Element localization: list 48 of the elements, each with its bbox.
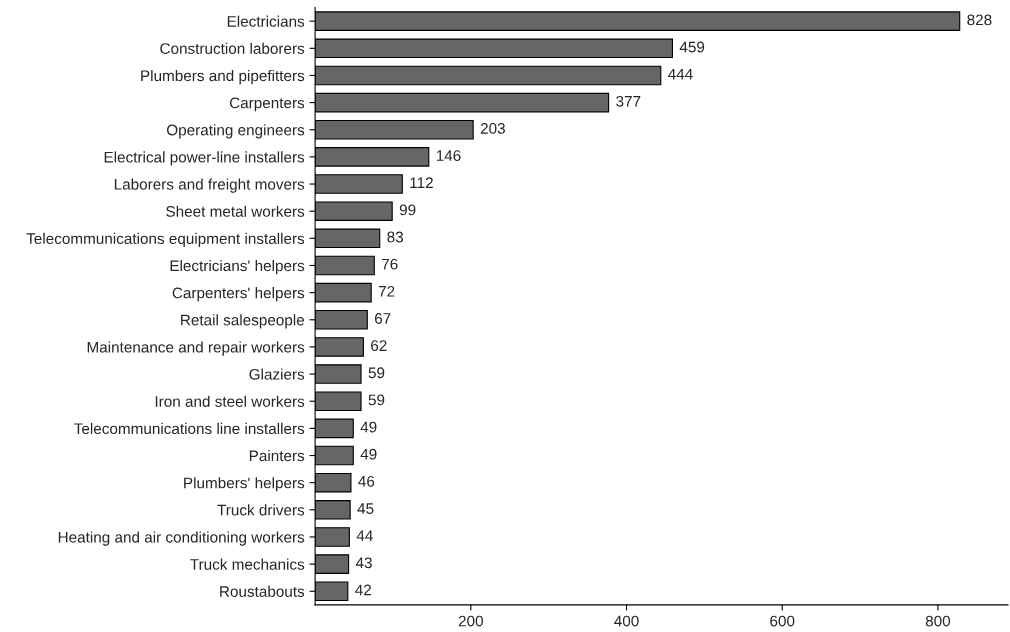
data-label: 112 [410,177,433,188]
data-label: 146 [436,150,461,161]
x-tick-label: 200 [458,615,483,627]
y-tick-label: Heating and air conditioning workers [58,531,305,546]
y-tick-label: Maintenance and repair workers [87,341,305,356]
data-label: 83 [387,231,403,243]
y-tick-label: Telecommunications equipment installers [26,232,305,248]
data-label: 44 [356,530,373,541]
x-tick-label: 800 [925,615,951,627]
data-label: 49 [360,448,377,460]
data-label: 42 [355,584,371,596]
data-label: 828 [967,14,992,26]
data-label: 444 [668,68,693,80]
y-tick-label: Operating engineers [167,124,305,139]
y-tick-label: Sheet metal workers [166,205,305,217]
y-tick-label: Laborers and freight movers [114,178,305,193]
y-tick-label: Glaziers [249,368,305,380]
data-label: 59 [368,367,385,379]
y-tick-label: Truck drivers [217,504,305,516]
y-tick-label: Retail salespeople [181,314,305,329]
y-tick-label: Painters [249,449,305,462]
y-tick-label: Telecommunications line installers [74,422,305,435]
y-tick-label: Electricians [227,15,305,27]
data-label: 45 [357,503,374,514]
data-label: 459 [679,41,705,53]
data-label: 76 [382,258,398,270]
x-tick-label: 400 [614,615,639,627]
data-label: 62 [371,340,387,352]
x-tick-label: 600 [770,615,795,627]
y-tick-label: Iron and steel workers [155,395,305,407]
y-tick-label: Electricians' helpers [170,259,305,275]
data-label: 99 [399,204,416,216]
data-label: 72 [378,285,395,297]
y-tick-label: Carpenters' helpers [172,287,305,302]
y-tick-label: Carpenters [229,97,305,112]
data-label: 59 [368,394,385,406]
y-tick-label: Construction laborers [160,42,305,54]
data-label: 203 [480,123,505,134]
data-label: 49 [360,421,377,433]
data-label: 377 [616,95,641,107]
data-label: 67 [375,313,391,324]
y-tick-label: Plumbers and pipefitters [141,69,305,85]
data-label: 43 [355,557,372,569]
y-tick-label: Roustabouts [220,585,305,597]
y-tick-label: Electrical power-line installers [104,151,305,166]
y-tick-label: Truck mechanics [190,558,305,570]
data-label: 46 [358,475,375,487]
y-tick-label: Plumbers' helpers [184,477,305,492]
